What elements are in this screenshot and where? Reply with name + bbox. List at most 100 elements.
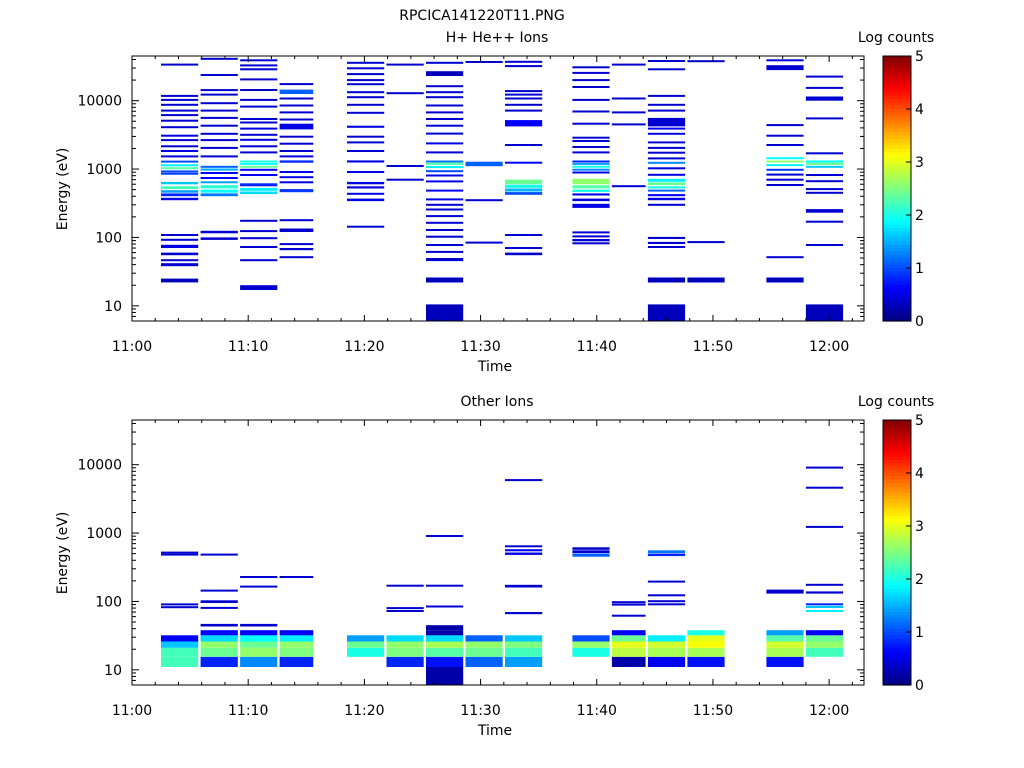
heatmap-cell [766,256,804,259]
heatmap-cell [572,171,610,174]
heatmap-cell [647,141,686,144]
colorbar-segment [883,314,911,319]
colorbar-segment [883,75,911,80]
heatmap-cell [647,151,686,154]
heatmap-cell [766,178,804,181]
heatmap-cell [161,551,199,554]
heatmap-cell [240,118,278,120]
heatmap-cell [240,191,278,195]
heatmap-cell [279,135,314,138]
heatmap-cell [766,591,804,594]
heatmap-cell [505,184,543,188]
heatmap-cell [647,277,686,283]
x-tick-label: 11:10 [228,703,268,719]
heatmap-cell [161,244,199,248]
heatmap-cell [279,83,314,86]
colorbar-segment [883,552,911,557]
colorbar-segment [883,85,911,90]
heatmap-cell [647,236,686,239]
colorbar-segment [883,529,911,534]
x-tick-label: 11:00 [112,703,152,719]
y-tick-label: 10000 [77,458,122,474]
heatmap-cell [200,93,238,96]
heatmap-cell [347,181,385,185]
colorbar-segment [883,148,911,153]
heatmap-cell [687,641,725,648]
colorbar-segment [883,125,911,130]
heatmap-cell [766,160,804,163]
heatmap-cell [687,241,725,244]
colorbar-segment [883,244,911,249]
x-tick-label: 11:00 [112,339,152,355]
colorbar-segment [883,665,911,670]
heatmap-cell [161,109,199,112]
heatmap-cell [240,138,278,141]
heatmap-cell [161,606,199,609]
colorbar-segment [883,251,911,256]
heatmap-cell [347,135,385,138]
heatmap-cell [766,641,804,648]
colorbar-segment [883,135,911,140]
heatmap-cell [161,145,199,148]
colorbar-segment [883,301,911,306]
heatmap-cell [200,623,238,627]
heatmap-cell [426,208,464,211]
colorbar-segment [883,152,911,156]
colorbar-segment [883,165,911,170]
heatmap-cell [161,98,199,101]
heatmap-cell [805,165,844,168]
heatmap-cell [465,635,503,642]
colorbar-segment [883,608,911,613]
heatmap-cell [426,91,464,94]
colorbar-segment [883,188,911,193]
heatmap-cell [240,127,278,130]
heatmap-cell [505,109,543,112]
colorbar-segment [883,423,911,428]
colorbar-segment [883,79,911,84]
heatmap-cell [240,174,278,176]
heatmap-cell [200,606,238,609]
heatmap-cell [240,285,278,290]
heatmap-cell [240,635,278,642]
heatmap-cell [766,647,804,657]
colorbar-segment [883,562,911,567]
colorbar-segment [883,241,911,246]
heatmap-cell [766,65,804,71]
heatmap-cell [426,277,464,283]
heatmap-cell [279,155,314,158]
heatmap-cell [200,165,238,168]
colorbar-segment [883,545,911,550]
heatmap-cell [200,185,238,189]
heatmap-cell [240,183,278,187]
heatmap-cell [687,647,725,657]
heatmap-cell [647,603,686,606]
heatmap-cell [240,68,278,71]
colorbar-segment [883,496,911,501]
heatmap-cell [279,123,314,130]
heatmap-cell [200,181,238,184]
heatmap-cell [647,594,686,597]
heatmap-cell [572,66,610,69]
colorbar-segment [883,218,911,223]
heatmap-cell [505,584,543,588]
heatmap-cell [161,263,199,267]
heatmap-cell [161,193,199,197]
heatmap-cell [240,647,278,657]
heatmap-cell [200,132,238,135]
colorbar-segment [883,486,911,491]
heatmap-cell [505,103,543,106]
heatmap-cell [347,73,385,76]
heatmap-cell [647,127,686,130]
heatmap-cell [347,160,385,163]
colorbar-segment [883,221,911,226]
heatmap-cell [572,203,610,208]
colorbar-segment [883,602,911,607]
heatmap-cell [505,120,543,127]
heatmap-cell [647,203,686,206]
heatmap-cell [240,585,278,588]
colorbar-segment [883,211,911,216]
heatmap-cell [805,525,844,528]
heatmap-cell [279,219,314,222]
colorbar-segment [883,532,911,537]
colorbar-segment [883,191,911,196]
